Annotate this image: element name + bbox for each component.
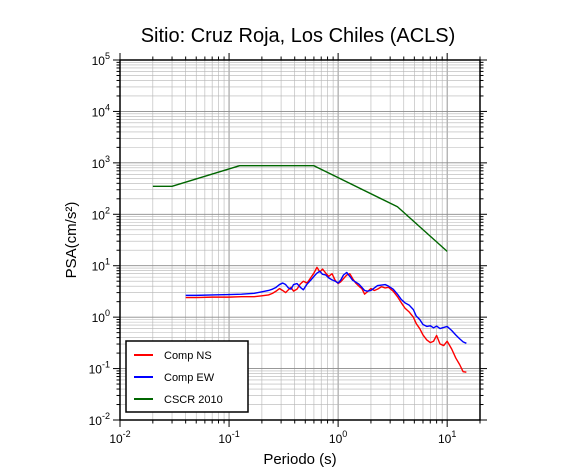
x-axis-label: Periodo (s) — [263, 451, 336, 468]
y-tick-label: 104 — [92, 102, 110, 119]
series-line-comp-ew — [185, 270, 467, 344]
y-axis-label: PSA(cm/s²) — [63, 202, 80, 279]
legend-label-comp-ew: Comp EW — [164, 372, 215, 384]
legend: Comp NS Comp EW CSCR 2010 — [125, 340, 249, 413]
legend-label-cscr-2010: CSCR 2010 — [164, 394, 223, 406]
legend-label-comp-ns: Comp NS — [164, 350, 212, 362]
y-tick-label: 100 — [92, 308, 110, 325]
y-tick-label: 10-1 — [89, 360, 110, 377]
y-tick-label: 10-2 — [89, 411, 110, 428]
grid — [119, 59, 481, 421]
y-tick-label: 101 — [92, 257, 110, 274]
chart-title: Sitio: Cruz Roja, Los Chiles (ACLS) — [141, 25, 456, 47]
x-tick-label: 10-2 — [109, 429, 130, 446]
tick-labels: 10-2 10-1 100 101 10-2 10-1 100 101 102 103 104 105 — [89, 51, 457, 446]
x-tick-label: 100 — [329, 429, 347, 446]
plot-frame — [119, 59, 481, 421]
series-line-cscr-2010 — [152, 165, 448, 252]
x-tick-label: 101 — [438, 429, 456, 446]
y-tick-label: 105 — [92, 51, 110, 68]
series-line-comp-ns — [185, 266, 467, 373]
x-tick-label: 10-1 — [218, 429, 239, 446]
y-tick-label: 103 — [92, 154, 110, 171]
y-tick-label: 102 — [92, 205, 110, 222]
series-lines — [152, 165, 467, 373]
ticks — [113, 53, 487, 427]
